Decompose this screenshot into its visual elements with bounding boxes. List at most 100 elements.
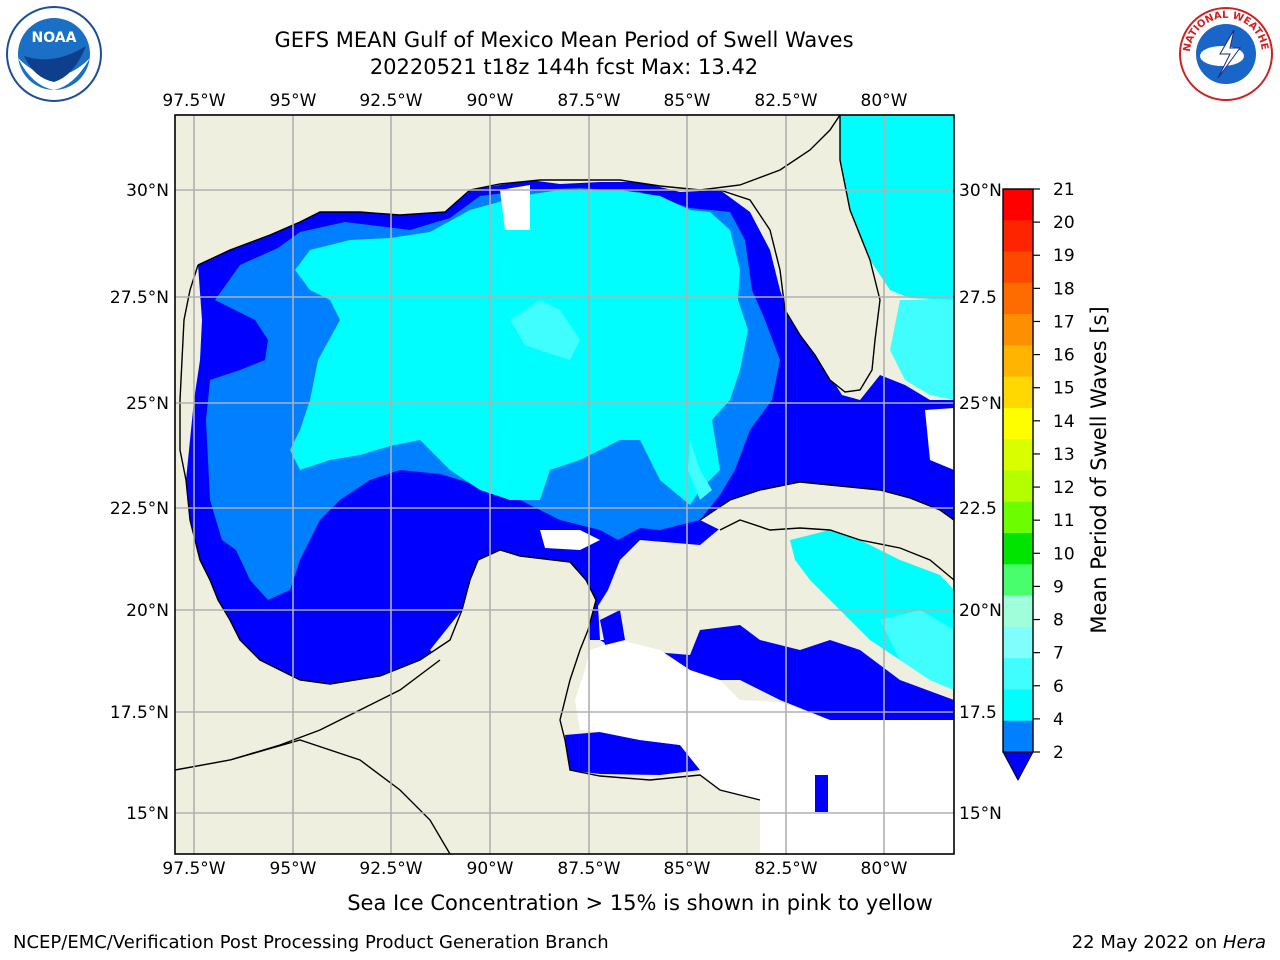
colorbar-tick-label: 19 xyxy=(1053,246,1075,266)
colorbar-cell xyxy=(1003,282,1033,315)
colorbar: 21 20 19 18 17 16 15 14 13 12 11 10 9 8 7 6 4 2 Mean Peri… xyxy=(1002,180,1111,782)
map-frame xyxy=(174,114,955,855)
colorbar-tick-label: 20 xyxy=(1053,213,1075,233)
lat-label-left: 20°N xyxy=(126,601,169,621)
coastlines xyxy=(175,115,954,854)
map-title: GEFS MEAN Gulf of Mexico Mean Period of … xyxy=(274,28,854,52)
colorbar-cell xyxy=(1003,501,1033,534)
noaa-logo-text: NOAA xyxy=(32,30,77,46)
yucatan-channel-white xyxy=(540,530,600,550)
colorbar-cell xyxy=(1003,689,1033,722)
colorbar-tick-label: 10 xyxy=(1053,544,1075,564)
colorbar-tick-label: 6 xyxy=(1053,677,1064,697)
lon-label-top: 90°W xyxy=(467,91,514,111)
lat-label-right: 15°N xyxy=(959,804,1002,824)
left-lat-labels: 30°N 27.5°N 25°N 22.5°N 20°N 17.5°N 15°N xyxy=(110,181,169,824)
colorbar-tick-label: 16 xyxy=(1053,346,1075,366)
footer-host: Hera xyxy=(1222,932,1266,953)
lat-label-right: 22.5 xyxy=(959,499,997,519)
bottom-lon-labels: 97.5°W 95°W 92.5°W 90°W 87.5°W 85°W 82.5… xyxy=(162,859,907,879)
colorbar-ticks: 21 20 19 18 17 16 15 14 13 12 11 10 9 8 7 6 4 2 xyxy=(1033,180,1075,763)
map-subtitle: 20220521 t18z 144h fcst Max: 13.42 xyxy=(369,55,759,79)
colorbar-cell xyxy=(1003,407,1033,440)
gulf-light-cyan-patch xyxy=(510,300,580,360)
lon-label-bottom: 90°W xyxy=(467,859,514,879)
ice-note: Sea Ice Concentration > 15% is shown in … xyxy=(347,891,933,915)
colorbar-tick-label: 7 xyxy=(1053,644,1064,664)
colorbar-tick-label: 12 xyxy=(1053,478,1075,498)
colorbar-cell xyxy=(1003,720,1033,753)
gulf-light-cyan-patch-2 xyxy=(688,440,712,500)
lon-label-bottom: 82.5°W xyxy=(754,859,817,879)
lat-label-right: 17.5 xyxy=(959,703,997,723)
colorbar-cell xyxy=(1003,564,1033,597)
lon-label-top: 87.5°W xyxy=(557,91,620,111)
colorbar-tick-label: 8 xyxy=(1053,611,1064,631)
lon-label-bottom: 85°W xyxy=(664,859,711,879)
atlantic-light-cyan-field xyxy=(890,300,954,400)
colorbar-tick-label: 11 xyxy=(1053,511,1075,531)
colorbar-cell xyxy=(1003,658,1033,690)
lon-label-top: 80°W xyxy=(861,91,908,111)
noaa-logo: NOAA xyxy=(6,6,102,102)
lat-label-right: 30°N xyxy=(959,181,1002,201)
colorbar-tick-label: 4 xyxy=(1053,710,1064,730)
caribbean-deep-blue-patch xyxy=(565,732,700,775)
footer-date: 22 May 2022 on Hera xyxy=(1072,932,1266,953)
lon-label-top: 92.5°W xyxy=(359,91,422,111)
colorbar-cell xyxy=(1003,470,1033,503)
lat-label-left: 25°N xyxy=(126,394,169,414)
lat-label-right: 20°N xyxy=(959,601,1002,621)
lat-label-left: 27.5°N xyxy=(110,288,169,308)
footer-branch: NCEP/EMC/Verification Post Processing Pr… xyxy=(13,932,609,953)
graticule xyxy=(175,115,954,854)
caribbean-white-area xyxy=(575,640,954,854)
cuba-landmass xyxy=(700,482,954,580)
right-lat-labels: 30°N 27.5 25°N 22.5 20°N 17.5 15°N xyxy=(959,181,1002,824)
lat-label-left: 15°N xyxy=(126,804,169,824)
lat-label-right: 25°N xyxy=(959,394,1002,414)
lat-label-left: 22.5°N xyxy=(110,499,169,519)
colorbar-cells xyxy=(1003,189,1033,753)
colorbar-cell xyxy=(1003,189,1033,221)
colorbar-tick-label: 15 xyxy=(1053,379,1075,399)
gulf-cyan-core xyxy=(290,190,748,505)
lon-label-bottom: 87.5°W xyxy=(557,859,620,879)
colorbar-tick-label: 18 xyxy=(1053,279,1075,299)
colorbar-tick-label: 17 xyxy=(1053,312,1075,332)
footer-date-text: 22 May 2022 on xyxy=(1071,932,1223,953)
atlantic-cyan-field xyxy=(840,115,954,300)
lon-label-top: 82.5°W xyxy=(754,91,817,111)
colorbar-cell xyxy=(1003,345,1033,378)
colorbar-cell xyxy=(1003,626,1033,659)
gulf-north-white-patch xyxy=(500,185,530,230)
us-gulf-coast-land xyxy=(175,115,840,480)
caribbean-blue-speckle xyxy=(600,610,625,645)
lon-label-bottom: 97.5°W xyxy=(162,859,225,879)
colorbar-tick-label: 9 xyxy=(1053,577,1064,597)
nws-logo: NATIONAL WEATHER SERVICE xyxy=(1176,6,1273,101)
lon-label-top: 85°W xyxy=(664,91,711,111)
colorbar-tick-label: 13 xyxy=(1053,445,1075,465)
lon-label-bottom: 95°W xyxy=(270,859,317,879)
map-panel xyxy=(175,115,954,854)
lat-label-left: 17.5°N xyxy=(110,703,169,723)
colorbar-frame xyxy=(1002,188,1034,753)
caribbean-blue-speckle-2 xyxy=(815,775,828,812)
colorbar-title: Mean Period of Swell Waves [s] xyxy=(1087,306,1111,633)
top-lon-labels: 97.5°W 95°W 92.5°W 90°W 87.5°W 85°W 82.5… xyxy=(162,91,907,111)
lon-label-top: 97.5°W xyxy=(162,91,225,111)
yucatan-landmass xyxy=(175,550,760,854)
lon-label-top: 95°W xyxy=(270,91,317,111)
colorbar-cell xyxy=(1003,439,1033,471)
colorbar-cell xyxy=(1003,314,1033,346)
colorbar-tick-label: 21 xyxy=(1053,180,1075,200)
florida-peninsula xyxy=(720,115,880,392)
colorbar-cell xyxy=(1003,595,1033,628)
mexico-west-coast-land xyxy=(175,480,450,770)
lat-label-right: 27.5 xyxy=(959,288,997,308)
lat-label-left: 30°N xyxy=(126,181,169,201)
colorbar-cell xyxy=(1003,376,1033,409)
colorbar-cell xyxy=(1003,533,1033,565)
